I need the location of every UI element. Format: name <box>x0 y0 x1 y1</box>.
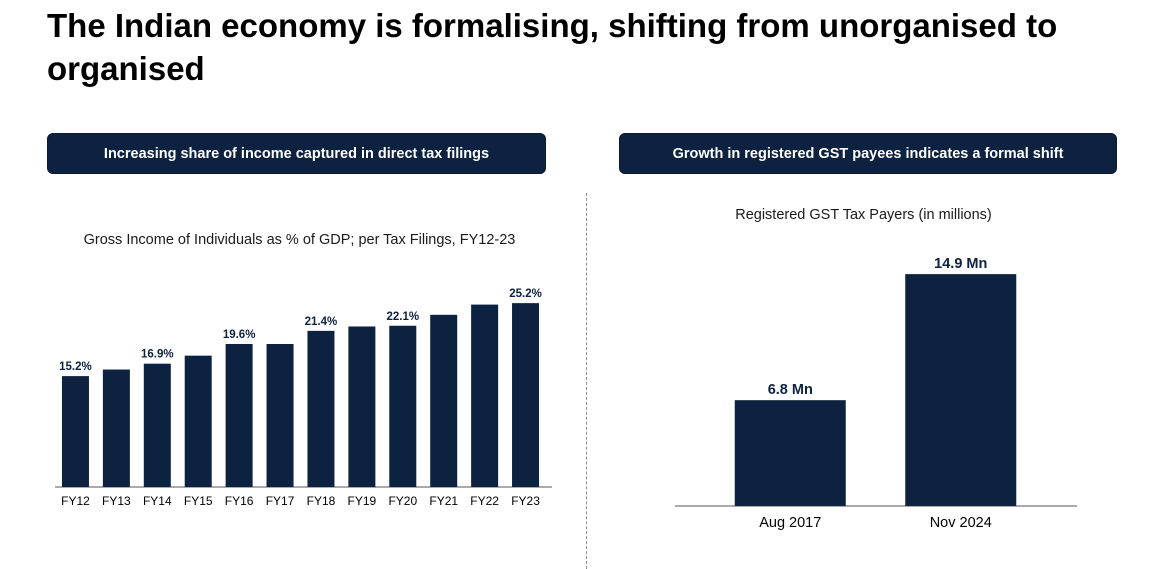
data-label: 19.6% <box>223 329 256 341</box>
data-label: 14.9 Mn <box>934 256 987 272</box>
bar <box>389 325 417 487</box>
x-tick-label: Aug 2017 <box>759 515 821 531</box>
data-label: 15.2% <box>59 361 92 373</box>
x-tick-label: FY17 <box>266 494 295 508</box>
bar <box>61 376 89 487</box>
data-label: 25.2% <box>509 288 542 300</box>
x-tick-label: FY23 <box>511 494 540 508</box>
left-panel-header: Increasing share of income captured in d… <box>47 133 546 174</box>
bar <box>471 304 499 487</box>
x-tick-label: Nov 2024 <box>930 515 992 531</box>
panel-divider <box>586 193 587 569</box>
page-title: The Indian economy is formalising, shift… <box>47 7 1058 87</box>
bar <box>348 326 376 487</box>
data-label: 6.8 Mn <box>768 382 813 398</box>
data-label: 16.9% <box>141 349 174 361</box>
bar <box>225 343 253 487</box>
data-label: 21.4% <box>305 316 338 328</box>
bar <box>905 274 1017 506</box>
bar <box>430 314 458 487</box>
bar <box>734 400 846 506</box>
bar <box>266 343 294 487</box>
bar <box>143 363 171 487</box>
x-tick-label: FY22 <box>470 494 499 508</box>
x-tick-label: FY18 <box>307 494 336 508</box>
x-tick-label: FY15 <box>184 494 213 508</box>
gst-chart-title: Registered GST Tax Payers (in millions) <box>735 207 992 223</box>
x-tick-label: FY21 <box>429 494 458 508</box>
bar <box>512 303 540 487</box>
bar <box>102 369 130 487</box>
bar <box>184 355 212 487</box>
right-panel-header: Growth in registered GST payees indicate… <box>619 133 1117 174</box>
x-tick-label: FY13 <box>102 494 131 508</box>
x-tick-label: FY14 <box>143 494 172 508</box>
x-tick-label: FY19 <box>348 494 377 508</box>
x-tick-label: FY20 <box>388 494 417 508</box>
x-tick-label: FY12 <box>61 494 90 508</box>
bar <box>307 330 335 487</box>
income-chart-title: Gross Income of Individuals as % of GDP;… <box>83 232 516 248</box>
data-label: 22.1% <box>386 311 419 323</box>
x-tick-label: FY16 <box>225 494 254 508</box>
